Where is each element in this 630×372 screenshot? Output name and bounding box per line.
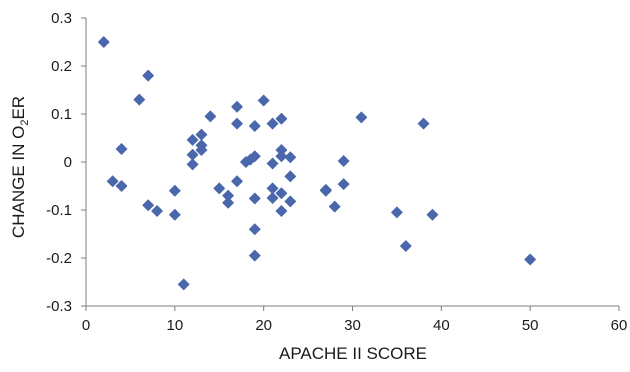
x-tick-label: 60 — [611, 317, 628, 334]
data-point — [244, 153, 257, 166]
data-points — [97, 36, 537, 291]
data-point — [399, 240, 412, 252]
data-point — [195, 128, 208, 141]
y-tick-label: -0.1 — [46, 202, 72, 219]
data-point — [426, 208, 439, 221]
data-point — [266, 117, 279, 130]
data-point — [248, 249, 261, 262]
data-point — [266, 157, 279, 170]
data-point — [328, 200, 341, 213]
data-point — [257, 94, 270, 107]
data-point — [142, 69, 155, 82]
data-point — [355, 111, 368, 124]
data-point — [248, 192, 261, 205]
data-point — [284, 151, 297, 164]
data-point — [222, 189, 235, 202]
data-point — [204, 110, 217, 123]
data-point — [275, 144, 288, 156]
x-tick-label: 30 — [344, 317, 361, 334]
data-point — [186, 158, 199, 171]
y-tick-label: -0.2 — [46, 250, 72, 267]
x-tick-label: 50 — [522, 317, 539, 334]
data-point — [284, 195, 297, 208]
data-point — [195, 144, 208, 156]
y-tick-label: -0.3 — [46, 298, 72, 315]
x-tick-label: 40 — [433, 317, 450, 334]
data-point — [390, 206, 403, 219]
data-point — [168, 208, 181, 221]
data-point — [97, 36, 110, 48]
x-tick-label: 20 — [255, 317, 272, 334]
data-point — [524, 253, 537, 266]
data-point — [417, 117, 430, 130]
y-axis-title-tail: ER — [9, 96, 28, 120]
y-tick-label: 0 — [64, 154, 72, 171]
axes — [81, 17, 620, 311]
y-axis-title: CHANGE IN O2ER — [9, 96, 31, 238]
data-point — [266, 192, 279, 204]
data-point — [319, 184, 332, 197]
data-point — [284, 170, 297, 183]
data-point — [213, 182, 226, 195]
data-point — [115, 180, 128, 192]
data-point — [248, 150, 261, 163]
y-axis-title-subscript: 2 — [19, 120, 31, 126]
x-axis-title: APACHE II SCORE — [279, 344, 427, 363]
data-point — [266, 182, 279, 195]
data-point — [248, 223, 261, 236]
data-point — [115, 143, 128, 156]
x-tick-label: 0 — [82, 317, 90, 334]
data-point — [186, 148, 199, 161]
data-point — [231, 117, 244, 130]
data-point — [186, 133, 199, 146]
data-point — [133, 93, 146, 106]
data-point — [275, 150, 288, 163]
data-point — [248, 120, 261, 132]
data-point — [177, 278, 190, 291]
x-tick-label: 10 — [166, 317, 183, 334]
data-point — [275, 187, 288, 200]
data-point — [337, 155, 350, 168]
tick-labels: 0 10 20 30 40 50 60 -0.3 -0.2 -0.1 0 0.1 0.2 0.3 — [46, 10, 627, 334]
y-tick-label: 0.1 — [51, 106, 72, 123]
data-point — [151, 204, 164, 217]
y-tick-label: 0.3 — [51, 10, 72, 27]
data-point — [142, 199, 155, 212]
data-point — [231, 100, 244, 113]
data-point — [337, 178, 350, 191]
data-point — [106, 175, 119, 188]
data-point — [222, 196, 235, 209]
data-point — [275, 204, 288, 217]
y-tick-label: 0.2 — [51, 58, 72, 75]
y-axis-title-main: CHANGE IN O — [9, 126, 28, 238]
data-point — [275, 112, 288, 125]
data-point — [231, 175, 244, 188]
data-point — [168, 184, 181, 197]
